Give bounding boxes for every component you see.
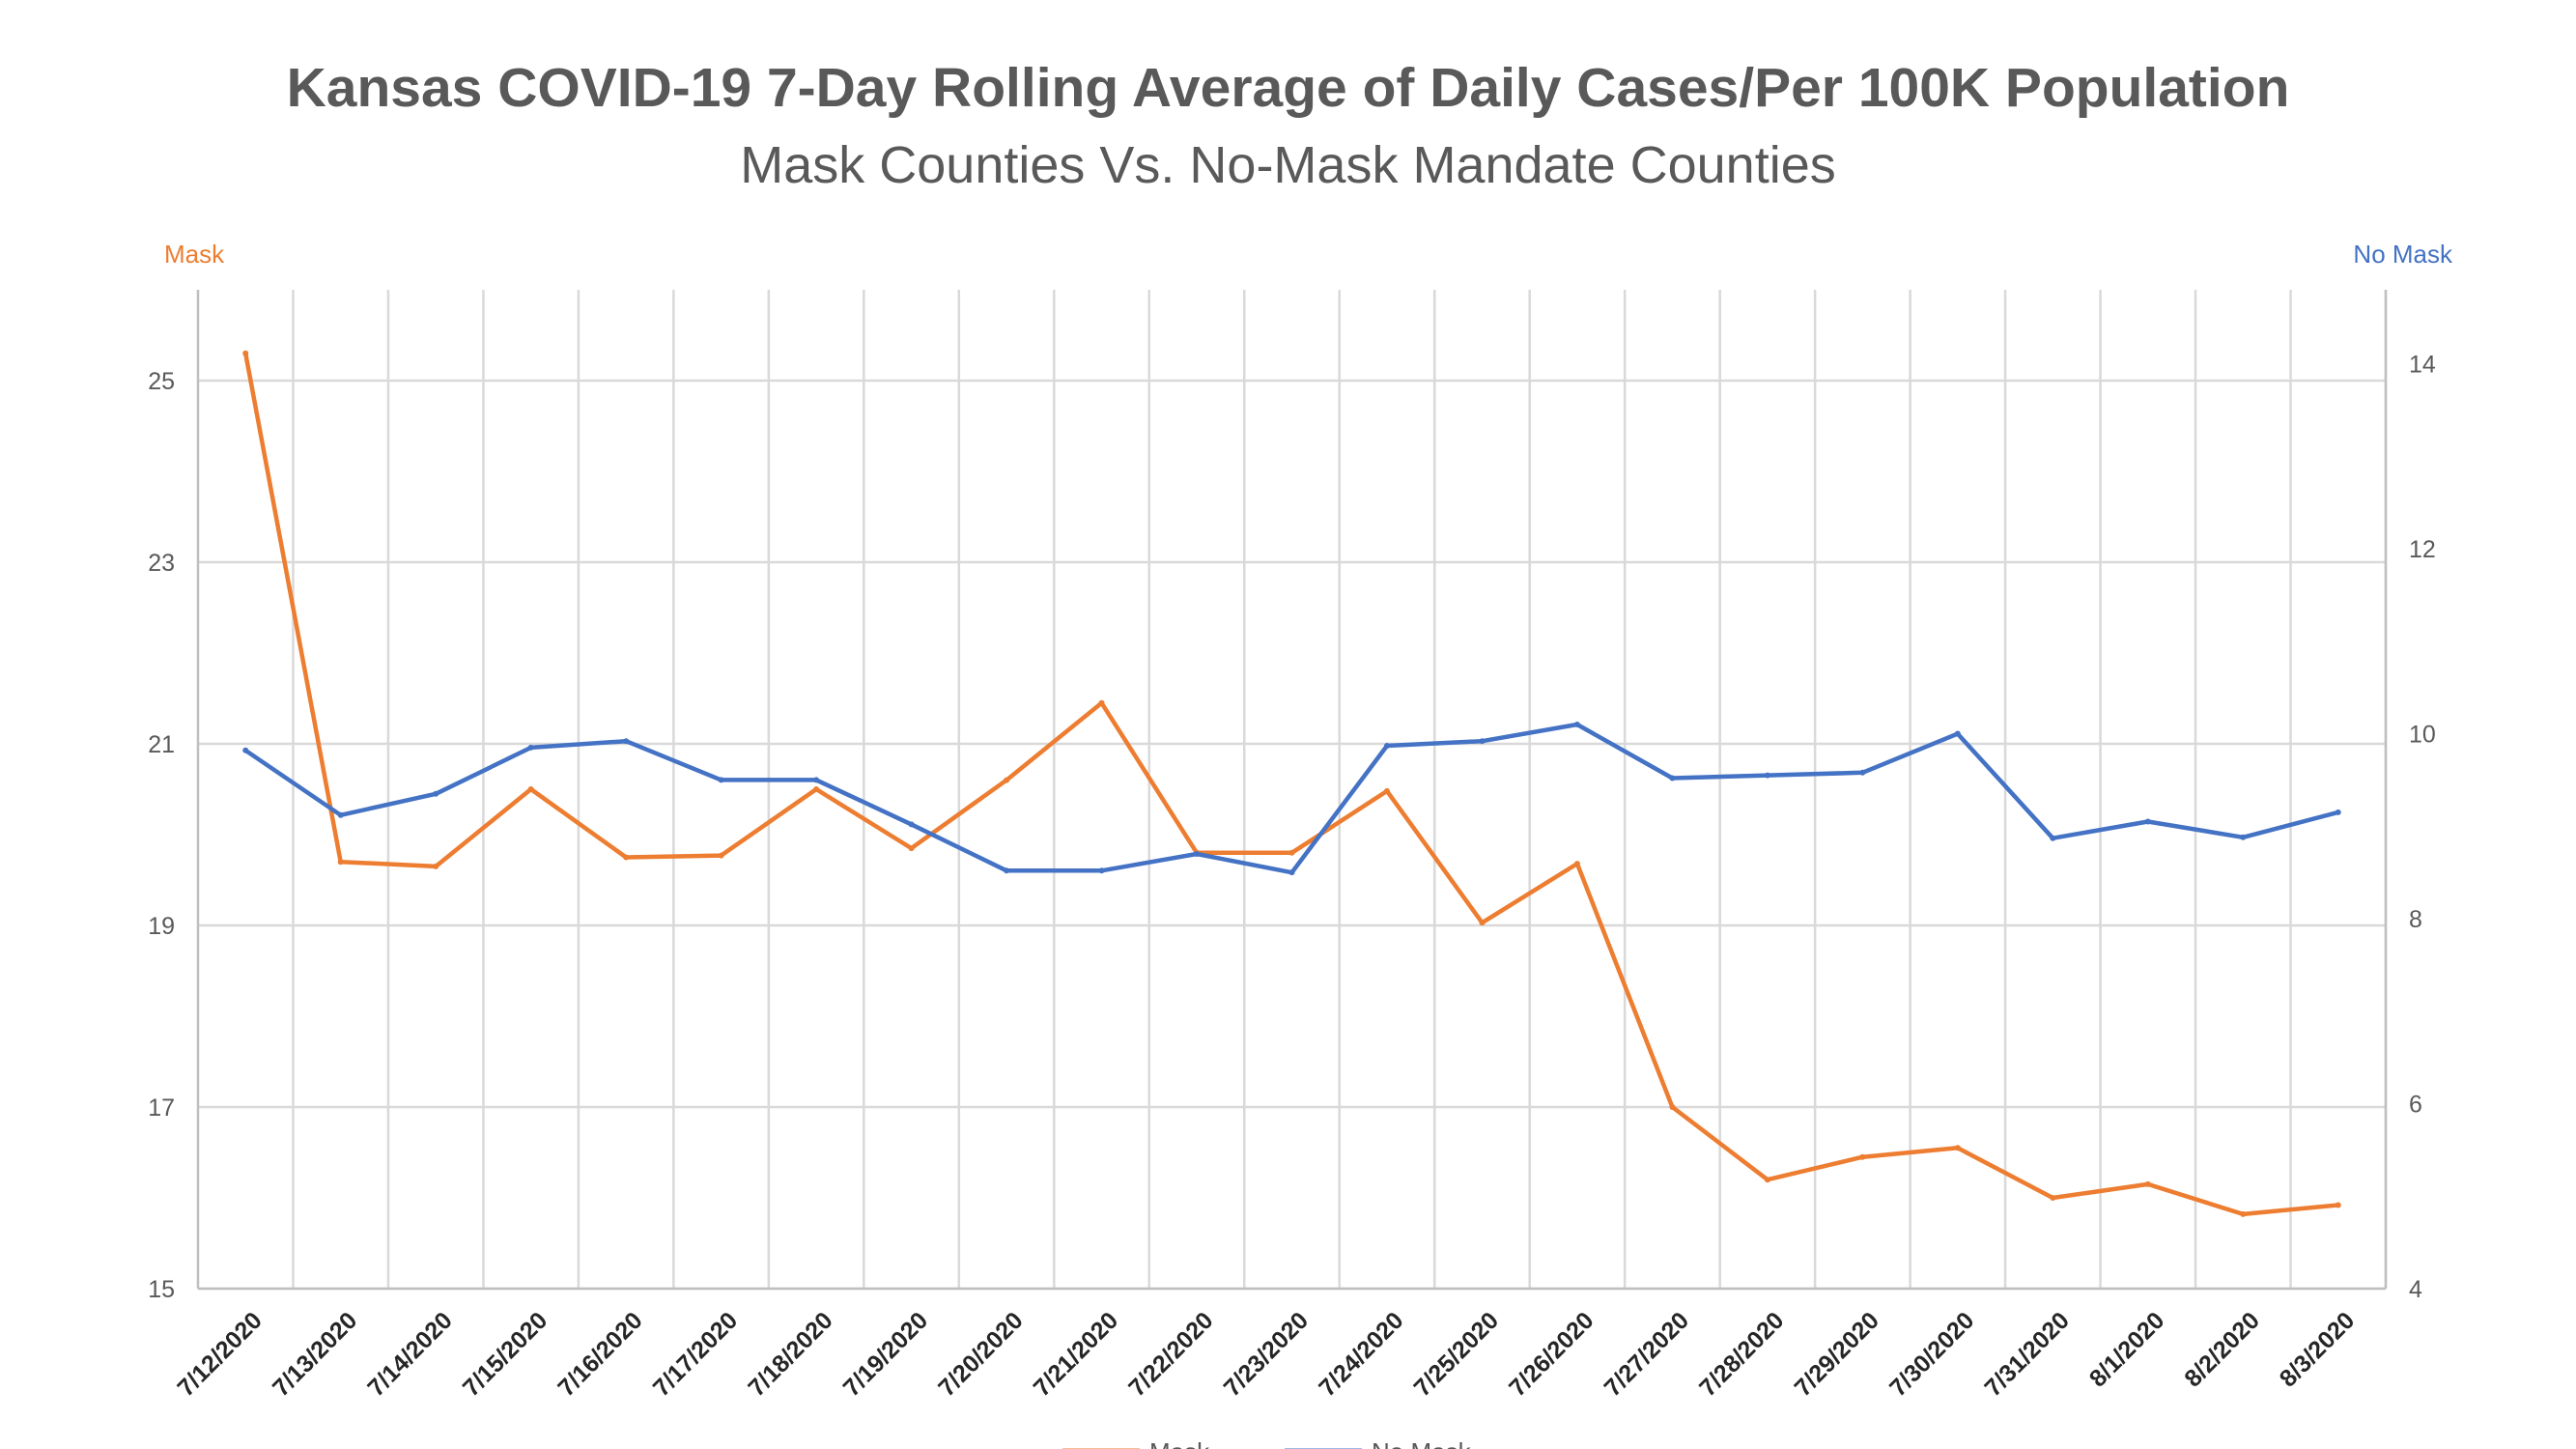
x-tick-label: 8/3/2020 [2275,1307,2361,1393]
x-tick-label: 7/16/2020 [552,1307,647,1402]
data-point-mask [1004,777,1010,783]
left-tick-label: 25 [148,368,175,395]
data-point-mask [2240,1210,2247,1217]
x-tick-label: 7/15/2020 [458,1307,552,1402]
x-tick-label: 7/27/2020 [1599,1307,1694,1402]
data-point-no-mask [242,747,249,753]
right-tick-label: 6 [2409,1092,2422,1119]
series-line-mask [242,351,2341,1217]
x-tick-label: 7/31/2020 [1980,1307,2075,1402]
x-tick-label: 7/24/2020 [1314,1307,1408,1402]
data-point-no-mask [813,777,820,783]
chart-subtitle: Mask Counties Vs. No-Mask Mandate Counti… [740,136,1836,194]
data-point-mask [813,786,820,792]
data-point-no-mask [1479,738,1486,745]
left-tick-label: 19 [148,913,175,940]
x-tick-label: 8/1/2020 [2084,1307,2170,1393]
data-point-no-mask [2335,809,2341,815]
right-tick-label: 14 [2409,352,2436,379]
data-point-no-mask [908,821,915,828]
data-point-mask [242,350,249,356]
right-axis-label: No Mask [2353,240,2452,269]
x-tick-label: 7/30/2020 [1884,1307,1979,1402]
data-point-mask [1859,1153,1866,1160]
right-tick-label: 8 [2409,906,2422,933]
data-point-mask [623,854,630,861]
x-tick-label: 8/2/2020 [2179,1307,2265,1393]
data-point-mask [1669,1104,1676,1110]
data-point-mask [718,852,724,859]
left-tick-label: 21 [148,731,175,758]
right-tick-label: 12 [2409,536,2436,563]
data-point-no-mask [1004,867,1010,874]
data-point-no-mask [337,811,344,818]
x-tick-label: 7/28/2020 [1694,1307,1789,1402]
data-point-mask [1383,787,1390,794]
chart-title: Kansas COVID-19 7-Day Rolling Average of… [286,57,2290,119]
data-point-no-mask [1098,867,1105,874]
x-tick-label: 7/21/2020 [1029,1307,1123,1402]
data-point-no-mask [1573,721,1580,727]
x-tick-label: 7/23/2020 [1219,1307,1314,1402]
data-point-no-mask [1383,743,1390,750]
data-point-no-mask [1669,775,1676,781]
data-point-mask [1954,1145,1961,1151]
right-tick-label: 10 [2409,722,2436,749]
data-point-mask [2144,1180,2151,1187]
data-point-no-mask [1194,851,1201,858]
x-tick-label: 7/12/2020 [172,1307,267,1402]
x-tick-label: 7/29/2020 [1790,1307,1884,1402]
x-tick-label: 7/19/2020 [838,1307,933,1402]
data-point-no-mask [623,738,630,745]
data-point-no-mask [1764,772,1770,779]
x-tick-label: 7/22/2020 [1123,1307,1218,1402]
right-tick-label: 4 [2409,1276,2422,1303]
legend-label-mask: Mask [1149,1437,1210,1449]
data-point-mask [908,845,915,852]
data-point-mask [1764,1177,1770,1183]
left-axis-label: Mask [164,240,225,269]
data-point-mask [527,786,534,792]
data-point-no-mask [718,777,724,783]
x-tick-label: 7/13/2020 [268,1307,362,1402]
data-point-mask [2335,1202,2341,1208]
data-point-no-mask [1954,730,1961,737]
x-tick-label: 7/25/2020 [1409,1307,1504,1402]
x-tick-label: 7/20/2020 [933,1307,1028,1402]
left-tick-label: 23 [148,550,175,577]
data-point-mask [1573,861,1580,867]
data-point-mask [337,859,344,866]
data-point-no-mask [2050,835,2056,841]
data-point-mask [1288,849,1295,856]
data-point-mask [1479,920,1486,926]
data-point-no-mask [1288,869,1295,876]
x-tick-label: 7/17/2020 [648,1307,743,1402]
data-point-no-mask [527,744,534,751]
x-tick-label: 7/18/2020 [743,1307,837,1402]
x-tick-label: 7/26/2020 [1504,1307,1599,1402]
left-tick-label: 15 [148,1276,175,1303]
data-point-no-mask [2240,834,2247,840]
left-tick-label: 17 [148,1094,175,1122]
legend-label-no-mask: No Mask [1372,1437,1472,1449]
data-point-mask [1098,699,1105,706]
data-point-no-mask [2144,818,2151,825]
data-point-mask [2050,1195,2056,1201]
data-point-mask [433,863,439,869]
data-point-no-mask [1859,769,1866,776]
data-point-no-mask [433,790,439,797]
x-tick-label: 7/14/2020 [362,1307,457,1402]
